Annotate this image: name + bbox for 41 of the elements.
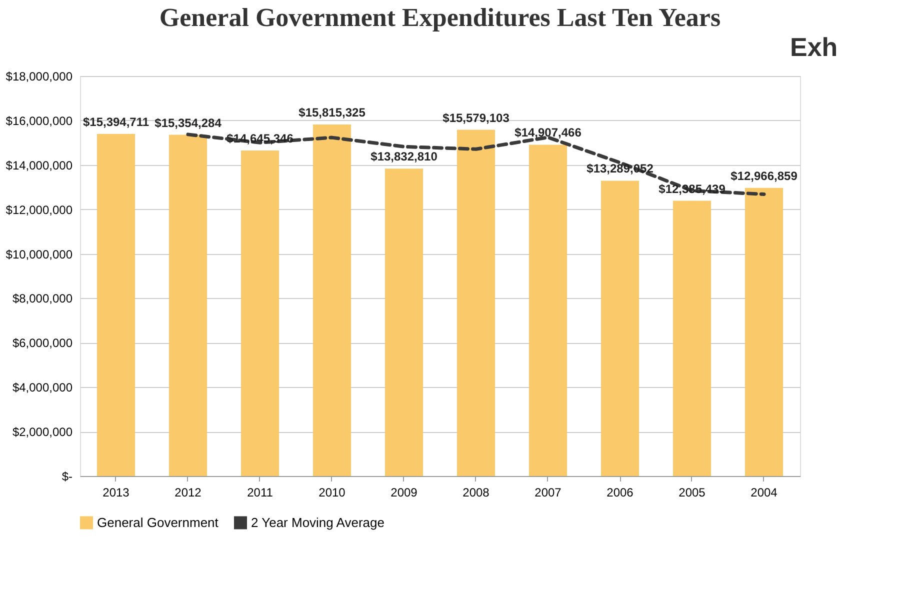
data-label: $13,832,810 [370,150,438,164]
data-label: $12,966,859 [730,168,798,183]
y-tick-label: $18,000,000 [6,70,73,84]
x-tick-label: 2007 [534,486,562,500]
bar [97,134,135,476]
y-tick-label: $12,000,000 [6,202,73,217]
bar [385,168,423,476]
y-tick-label: $- [62,470,72,484]
x-tick-label: 2010 [318,486,346,500]
x-tick-label: 2006 [606,486,634,500]
x-tick-label: 2004 [750,486,778,500]
x-tick-label: 2012 [174,486,202,500]
bar [745,188,783,476]
y-tick-label: $10,000,000 [6,247,73,262]
chart-title: General Government Expenditures Last Ten Years [159,3,721,32]
bar [169,134,207,476]
y-tick-label: $14,000,000 [6,158,73,172]
bar [457,130,495,476]
y-tick-label: $4,000,000 [12,380,73,395]
x-tick-label: 2005 [678,486,706,500]
legend-label: General Government [97,514,219,530]
y-tick-label: $16,000,000 [6,114,73,128]
y-tick-label: $6,000,000 [12,336,73,350]
data-label: $15,394,711 [82,114,150,129]
bar [673,200,711,476]
bar [241,150,279,476]
data-label: $15,354,284 [154,116,222,130]
x-tick-label: 2008 [462,486,490,500]
y-tick-label: $8,000,000 [12,292,73,306]
bar [601,180,639,476]
x-tick-label: 2011 [247,486,274,500]
data-label: $15,815,325 [298,106,366,120]
text: Exh [790,32,838,62]
y-tick-label: $2,000,000 [12,425,73,440]
bar [313,124,351,476]
x-tick-label: 2009 [390,486,418,500]
legend-label: 2 Year Moving Average [251,514,384,530]
data-label: $15,579,103 [442,110,510,125]
data-label: $14,907,466 [514,126,582,140]
x-tick-label: 2013 [102,486,130,500]
bar [529,144,567,476]
